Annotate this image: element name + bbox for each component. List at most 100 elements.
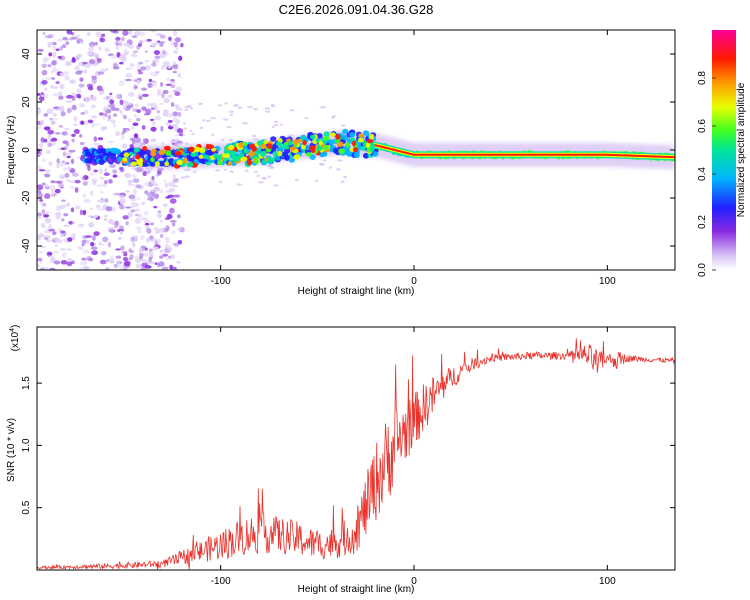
spectrogram-bright-cell [174,151,182,156]
spectrogram-noise-cell [98,112,105,116]
spectrogram-noise-cell [181,133,185,137]
spectrogram-noise-cell [87,86,94,91]
spectrogram-noise-cell [79,77,84,82]
spectrogram-noise-cell [119,230,124,235]
spectrogram-noise-cell [47,251,53,256]
snr-frame [36,326,676,571]
spectrogram-bright-cell [241,141,248,147]
spectrogram-noise-cell [60,234,64,238]
spectrogram-bright-cell [182,157,188,164]
spectrogram-noise-cell [173,89,177,93]
spectrogram-bright-cell [231,155,239,161]
spectrogram-bright-cell [238,142,244,148]
spectrogram-noise-cell [114,107,120,112]
spectrogram-noise-cell [172,177,179,183]
spectrogram-noise-cell [144,247,148,251]
spectrogram-noise-cell [115,255,122,259]
spectrogram-noise-cell [100,250,107,256]
spectrogram-noise-cell [131,241,136,248]
spectrogram-noise-cell [48,142,53,148]
spectrogram-bright-cell [335,133,341,140]
spectrogram-noise-cell [91,75,97,80]
spectrogram-noise-cell [37,184,44,191]
spectrogram-bright-cell [289,146,296,152]
colorbar-label: Normalized spectral amplitude [736,82,747,217]
spectrogram-noise-cell [165,237,170,241]
spectrogram-noise-cell [170,123,177,127]
spectrogram-noise-cell [70,233,76,239]
spectrogram-noise-cell [139,40,143,44]
spectrogram-noise-cell [148,248,153,252]
spectrogram-noise-cell [157,261,165,267]
spectrogram-noise-cell [96,85,103,92]
spectrogram-noise-cell [125,73,133,78]
spectrogram-noise-cell [144,190,149,195]
spectrogram-noise-cell [71,172,79,177]
spectrogram-noise-cell [41,158,47,162]
spectrogram-noise-cell [91,177,98,183]
spectrogram-noise-cell [143,113,151,116]
spectrogram-ridge-cell [372,151,379,157]
colorbar-tick-label: 0.0 [697,263,708,277]
spectrogram-noise-cell [71,138,75,143]
spectrogram-noise-cell [114,220,120,226]
spectrogram-noise-cell [112,113,118,117]
spectrogram-noise-cell [111,106,116,111]
spectrogram-noise-cell [336,168,341,171]
spectrogram-noise-cell [96,184,103,187]
spectrogram-noise-cell [187,104,192,108]
spectrogram-noise-cell [177,240,183,245]
spectrogram-noise-cell [104,218,108,221]
spectrogram-noise-cell [174,104,180,107]
spectrogram-noise-cell [91,122,95,128]
spectrogram-noise-cell [162,61,170,67]
spectrogram-bright-cell [345,142,350,148]
spectrogram-noise-cell [73,116,78,122]
spectrogram-noise-cell [38,251,44,254]
spectrogram-ridge-cell [316,133,323,139]
chart-title: C2E6.2026.091.04.36.G28 [279,2,434,17]
spectrogram-noise-cell [189,129,193,133]
spectrogram-noise-cell [127,91,135,97]
spectrogram-ridge-cell [284,155,291,161]
spectrogram-noise-cell [162,89,169,95]
spectrogram-noise-cell [226,125,232,129]
spectrogram-ridge-cell [353,152,360,159]
spectrogram-noise-cell [122,256,129,262]
spectrogram-noise-cell [90,246,98,250]
spectrogram-noise-cell [270,165,274,168]
spectrogram-noise-cell [172,242,180,246]
spectrogram-noise-cell [45,239,52,243]
spectrogram-noise-cell [159,249,164,253]
spectrogram-noise-cell [253,138,259,141]
spectrogram-bright-cell [266,143,273,149]
spectrogram-core-inner [365,143,675,159]
colorbar-tick-label: 0.6 [697,119,708,133]
spectrogram-noise-cell [197,102,204,106]
spectrogram-noise-cell [80,111,85,115]
spectrogram-noise-cell [141,125,146,130]
spectrogram-noise-cell [59,46,63,51]
spectrogram-noise-cell [88,222,95,228]
spectrogram-noise-cell [172,266,177,270]
spectrogram-noise-cell [47,134,52,140]
spectrogram-noise-cell [48,161,53,167]
spectrogram-bright-cell [334,138,340,144]
spectrogram-bright-cell [370,145,375,152]
spectrogram-noise-cell [112,65,120,70]
spectrogram-noise-cell [88,47,94,52]
spectrogram-noise-cell [132,188,138,195]
spectrogram-noise-cell [236,183,243,186]
spectrogram-noise-cell [44,237,49,240]
spectrogram-noise-cell [56,163,60,169]
spectrogram-noise-cell [174,125,178,131]
spectrogram-noise-cell [159,81,164,87]
spectrogram-noise-cell [43,126,51,131]
spectrogram-noise-cell [115,93,121,99]
spectrogram-noise-cell [119,61,124,65]
spectrogram-noise-cell [161,266,169,270]
spectrogram-noise-cell [107,114,112,120]
spectrogram-noise-cell [157,210,162,214]
spectrogram-noise-cell [78,267,86,270]
spectrogram-noise-cell [129,198,137,202]
